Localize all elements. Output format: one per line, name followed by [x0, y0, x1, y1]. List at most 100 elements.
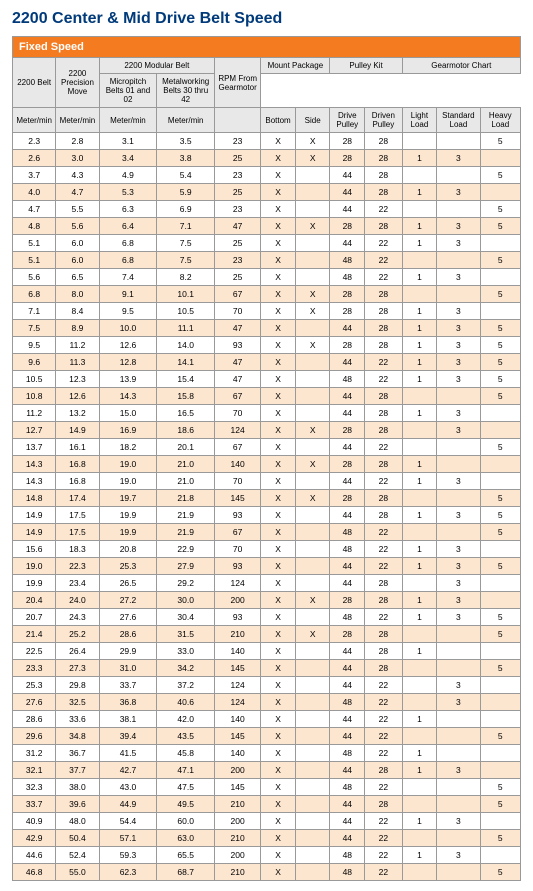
table-cell: 48: [330, 371, 365, 388]
table-cell: 5: [480, 439, 520, 456]
table-cell: [480, 677, 520, 694]
table-cell: 29.6: [13, 728, 56, 745]
table-cell: 10.1: [157, 286, 215, 303]
table-cell: 3: [437, 813, 480, 830]
table-cell: [437, 524, 480, 541]
table-cell: [402, 694, 437, 711]
table-cell: 47: [215, 371, 261, 388]
table-cell: [295, 830, 330, 847]
table-cell: [480, 269, 520, 286]
table-cell: 145: [215, 728, 261, 745]
table-cell: [480, 235, 520, 252]
table-cell: [480, 813, 520, 830]
table-cell: 42.9: [13, 830, 56, 847]
table-cell: X: [261, 524, 296, 541]
table-cell: 44: [330, 507, 365, 524]
table-cell: 1: [402, 745, 437, 762]
table-row: 7.58.910.011.147X4428135: [13, 320, 521, 337]
table-cell: 28.6: [99, 626, 157, 643]
table-cell: 3: [437, 269, 480, 286]
table-cell: 34.2: [157, 660, 215, 677]
table-cell: 57.1: [99, 830, 157, 847]
table-cell: 3: [437, 235, 480, 252]
table-cell: 10.8: [13, 388, 56, 405]
table-cell: 2.6: [13, 150, 56, 167]
table-cell: [402, 677, 437, 694]
table-cell: 47: [215, 354, 261, 371]
table-cell: [480, 694, 520, 711]
table-cell: 1: [402, 456, 437, 473]
table-row: 14.316.819.021.070X442213: [13, 473, 521, 490]
table-cell: X: [295, 592, 330, 609]
table-cell: 21.9: [157, 524, 215, 541]
table-cell: 47.5: [157, 779, 215, 796]
table-row: 9.511.212.614.093XX2828135: [13, 337, 521, 354]
table-cell: 5.5: [56, 201, 99, 218]
table-cell: [295, 388, 330, 405]
table-row: 44.652.459.365.5200X482213: [13, 847, 521, 864]
table-row: 21.425.228.631.5210XX28285: [13, 626, 521, 643]
table-cell: 60.0: [157, 813, 215, 830]
table-cell: 3: [437, 558, 480, 575]
table-cell: 2.3: [13, 133, 56, 150]
table-cell: 140: [215, 711, 261, 728]
table-cell: 5: [480, 320, 520, 337]
table-cell: 48: [330, 864, 365, 881]
table-cell: 5.4: [157, 167, 215, 184]
table-cell: 11.1: [157, 320, 215, 337]
table-cell: 22: [365, 847, 403, 864]
table-cell: 3: [437, 575, 480, 592]
table-cell: 44: [330, 575, 365, 592]
table-cell: 31.5: [157, 626, 215, 643]
table-cell: 5: [480, 660, 520, 677]
table-cell: 1: [402, 269, 437, 286]
table-cell: 124: [215, 677, 261, 694]
table-cell: 1: [402, 762, 437, 779]
table-cell: 5: [480, 388, 520, 405]
table-cell: 22: [365, 711, 403, 728]
table-cell: 25: [215, 184, 261, 201]
table-row: 3.74.34.95.423X44285: [13, 167, 521, 184]
table-cell: [437, 864, 480, 881]
table-cell: 1: [402, 337, 437, 354]
belt-speed-table: 2200 Belt2200 Precision Move2200 Modular…: [12, 57, 521, 881]
table-cell: 5.9: [157, 184, 215, 201]
table-cell: 28: [365, 337, 403, 354]
page-title: 2200 Center & Mid Drive Belt Speed: [12, 10, 521, 28]
table-cell: 22.9: [157, 541, 215, 558]
table-cell: 22: [365, 439, 403, 456]
table-cell: 3: [437, 847, 480, 864]
table-cell: 200: [215, 847, 261, 864]
table-cell: 5: [480, 524, 520, 541]
table-cell: 44: [330, 473, 365, 490]
table-cell: 3.1: [99, 133, 157, 150]
table-cell: X: [295, 456, 330, 473]
table-cell: 22: [365, 779, 403, 796]
table-cell: [480, 541, 520, 558]
table-cell: 24.3: [56, 609, 99, 626]
table-cell: [295, 711, 330, 728]
table-cell: 3: [437, 541, 480, 558]
table-cell: 44: [330, 167, 365, 184]
table-cell: 1: [402, 558, 437, 575]
table-row: 32.137.742.747.1200X442813: [13, 762, 521, 779]
table-cell: 25: [215, 150, 261, 167]
table-cell: X: [261, 592, 296, 609]
table-cell: [437, 167, 480, 184]
table-cell: 16.9: [99, 422, 157, 439]
table-cell: 23: [215, 252, 261, 269]
table-cell: X: [261, 660, 296, 677]
table-cell: 44.9: [99, 796, 157, 813]
table-cell: X: [261, 796, 296, 813]
table-cell: X: [295, 286, 330, 303]
table-cell: X: [261, 711, 296, 728]
table-cell: 23.3: [13, 660, 56, 677]
table-cell: 1: [402, 711, 437, 728]
table-cell: 21.0: [157, 456, 215, 473]
table-cell: 27.3: [56, 660, 99, 677]
table-cell: 28: [365, 218, 403, 235]
table-cell: X: [261, 218, 296, 235]
table-cell: 21.4: [13, 626, 56, 643]
table-cell: 7.5: [157, 235, 215, 252]
table-cell: 24.0: [56, 592, 99, 609]
